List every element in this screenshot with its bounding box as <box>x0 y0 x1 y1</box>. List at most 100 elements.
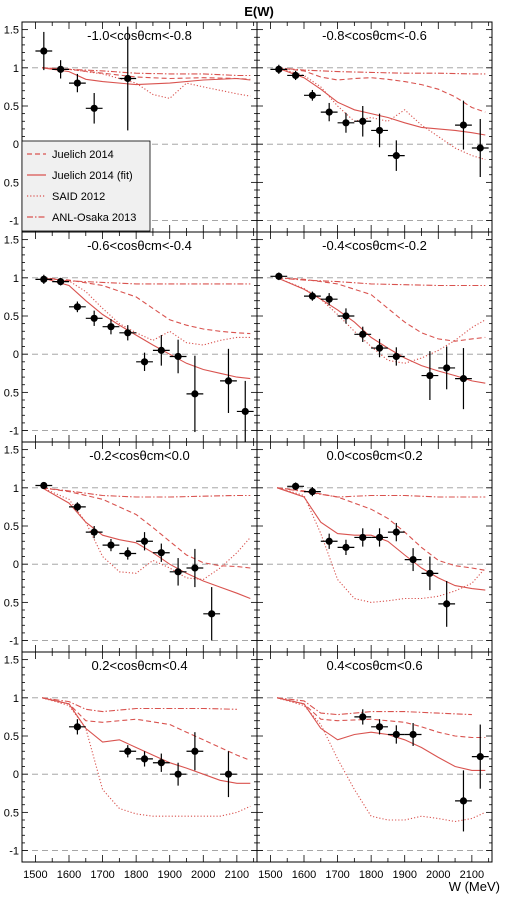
data-point <box>304 291 321 301</box>
data-marker <box>375 533 384 542</box>
y-tick-label: 0 <box>13 559 19 571</box>
data-point <box>169 762 187 786</box>
data-point <box>186 548 204 588</box>
data-point <box>287 70 304 81</box>
x-tick-label: 2100 <box>225 869 249 881</box>
series-line-solid <box>276 697 486 771</box>
panel-title: 0.0<cosθcm<0.2 <box>326 448 422 463</box>
data-marker <box>224 377 233 385</box>
data-marker <box>459 797 468 805</box>
panel-title: 0.4<cosθcm<0.6 <box>326 658 422 673</box>
data-point <box>421 351 439 400</box>
data-point <box>270 272 288 281</box>
series-line-solid <box>42 67 251 86</box>
data-marker <box>459 121 468 129</box>
series-line-dashed <box>277 277 486 342</box>
panel-title: -0.8<cosθcm<-0.6 <box>322 28 427 43</box>
data-point <box>136 352 153 371</box>
panel-6: 0.0<cosθcm<0.2 <box>256 441 493 653</box>
data-point <box>471 724 489 789</box>
series-line-dashdot <box>277 697 472 716</box>
data-marker <box>124 74 132 83</box>
data-point <box>371 113 388 148</box>
data-point <box>320 102 338 122</box>
data-marker <box>90 314 98 322</box>
y-tick-label: 1.5 <box>4 25 19 37</box>
data-point <box>186 732 204 771</box>
y-tick-label: -1 <box>9 846 19 858</box>
data-point <box>387 522 405 542</box>
panel-title: 0.2<cosθcm<0.4 <box>91 658 187 673</box>
data-point <box>35 31 53 71</box>
x-tick-label: 2000 <box>191 869 215 881</box>
data-point <box>337 112 355 133</box>
data-marker <box>409 730 417 739</box>
y-tick-label: 1.5 <box>4 235 19 247</box>
legend-box <box>21 140 151 232</box>
data-point <box>136 751 153 767</box>
series-line-dashed <box>42 487 251 569</box>
series-line-dashdot <box>277 487 486 498</box>
panel-title: -0.2<cosθcm<0.0 <box>89 448 189 463</box>
x-tick-label: 1900 <box>157 869 181 881</box>
data-marker <box>342 119 350 127</box>
data-point <box>337 308 355 324</box>
x-tick-label: 2000 <box>426 869 450 881</box>
panel-title: -0.4<cosθcm<-0.2 <box>322 238 427 253</box>
x-tick-label: 1700 <box>325 869 349 881</box>
y-tick-label: 0.5 <box>4 807 19 819</box>
y-tick-label: 1 <box>13 693 19 705</box>
data-point <box>69 502 86 512</box>
data-marker <box>90 104 98 112</box>
data-marker <box>40 275 48 283</box>
data-marker <box>107 541 115 549</box>
data-marker <box>359 117 367 125</box>
data-point <box>371 528 388 547</box>
data-point <box>186 355 204 433</box>
data-marker <box>476 144 484 152</box>
panel-title: -1.0<cosθcm<-0.8 <box>87 28 192 43</box>
data-point <box>438 580 456 627</box>
y-tick-label: 0 <box>13 139 19 151</box>
data-point <box>102 319 120 335</box>
data-point <box>287 482 304 491</box>
panel-8: 1500 1600 1700 1800 1900 2000 2100 0.4<cosθcm<0… <box>256 651 493 881</box>
series-line-dashdot <box>277 277 486 287</box>
data-point <box>371 719 388 735</box>
data-point <box>371 338 388 358</box>
data-marker <box>90 528 98 536</box>
data-point <box>119 547 137 560</box>
data-point <box>354 528 372 547</box>
data-marker <box>73 503 81 511</box>
data-point <box>169 558 187 586</box>
data-marker <box>191 390 199 398</box>
series-line-dotted <box>41 697 251 817</box>
data-marker <box>292 71 300 80</box>
data-marker <box>174 568 182 576</box>
data-marker <box>124 329 132 337</box>
panel-4: -0.4<cosθcm<-0.2 <box>256 231 493 443</box>
data-point <box>354 326 372 342</box>
data-point <box>354 106 372 137</box>
data-point <box>421 556 439 591</box>
data-point <box>203 587 221 641</box>
data-point <box>236 380 254 442</box>
y-tick-label: 1 <box>13 483 19 495</box>
data-point <box>119 745 137 758</box>
data-point <box>220 751 237 798</box>
data-point <box>136 532 153 551</box>
data-point <box>387 725 405 744</box>
series-line-solid <box>41 277 251 380</box>
series-line-dashed <box>41 697 251 761</box>
data-point <box>152 335 170 366</box>
data-marker <box>275 272 283 280</box>
data-marker <box>191 747 199 755</box>
data-marker <box>359 330 367 338</box>
y-tick-label: 0 <box>13 349 19 361</box>
data-point <box>152 543 170 562</box>
x-tick-label: 2100 <box>460 869 484 881</box>
data-marker <box>426 371 434 380</box>
x-tick-label: 1900 <box>392 869 416 881</box>
data-marker <box>124 747 132 755</box>
x-tick-label: 1700 <box>90 869 114 881</box>
